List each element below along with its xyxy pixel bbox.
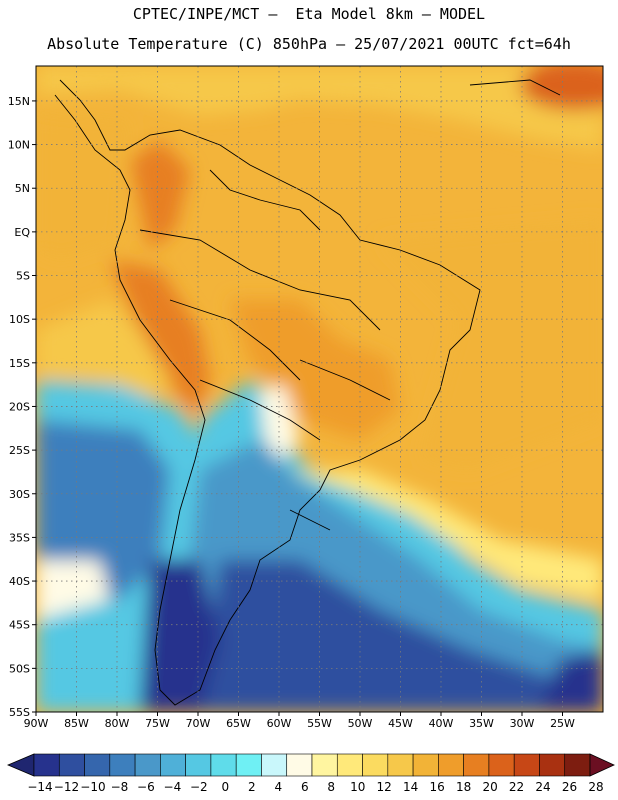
- colorbar-labels: −14 −12 −10 −8 −6 −4 −2 0 2 4 6 8 10 12 14 16 18 20 22 24 26…: [27, 780, 603, 794]
- colorbar-label: 18: [456, 780, 471, 794]
- lon-label: 40W: [429, 717, 454, 730]
- lon-label: 80W: [105, 717, 130, 730]
- lat-label: 5S: [16, 270, 30, 283]
- colorbar-under-arrow: [6, 753, 35, 777]
- temperature-field: [36, 66, 603, 712]
- colorbar-label: 10: [350, 780, 365, 794]
- lon-label: 35W: [469, 717, 494, 730]
- lat-label: 20S: [9, 400, 30, 413]
- colorbar-label: 2: [248, 780, 256, 794]
- lat-label: 15N: [8, 95, 30, 108]
- lat-label: 40S: [9, 575, 30, 588]
- colorbar-swatch: [160, 753, 186, 777]
- colorbar-label: 4: [274, 780, 282, 794]
- colorbar-swatch: [33, 753, 60, 777]
- colorbar-swatch: [362, 753, 389, 777]
- lat-label: 10N: [8, 139, 30, 152]
- longitude-labels: 90W 85W 80W 75W 70W 65W 60W 55W 50W 45W 40W 35W 30W 2…: [24, 717, 575, 730]
- colorbar-label: 6: [301, 780, 309, 794]
- colorbar-swatch: [463, 753, 490, 777]
- colorbar-swatch: [336, 753, 363, 777]
- colorbar-label: −14: [27, 780, 52, 794]
- lat-label: 30S: [9, 488, 30, 501]
- lon-label: 55W: [307, 717, 332, 730]
- colorbar-label: 16: [430, 780, 445, 794]
- colorbar-label: 14: [403, 780, 418, 794]
- colorbar-swatch: [412, 753, 439, 777]
- lat-label: 50S: [9, 662, 30, 675]
- lon-label: 30W: [510, 717, 535, 730]
- colorbar-label: 8: [327, 780, 335, 794]
- lat-label: 25S: [9, 444, 30, 457]
- colorbar-label: 28: [588, 780, 603, 794]
- map-title: CPTEC/INPE/MCT – Eta Model 8km – MODEL: [132, 5, 486, 23]
- colorbar-label: 20: [482, 780, 497, 794]
- lat-label: 5N: [15, 182, 30, 195]
- colorbar-label: −12: [54, 780, 79, 794]
- lon-label: 65W: [226, 717, 251, 730]
- colorbar-swatch: [513, 753, 540, 777]
- lon-label: 50W: [348, 717, 373, 730]
- lat-label: 10S: [9, 313, 30, 326]
- colorbar-label: 0: [222, 780, 230, 794]
- colorbar-swatch: [539, 753, 566, 777]
- coastlines: [54, 79, 561, 706]
- lon-label: 75W: [145, 717, 170, 730]
- map-subtitle: Absolute Temperature (C) 850hPa – 25/07/…: [47, 35, 571, 53]
- lat-label: 35S: [9, 531, 30, 544]
- lat-label: 15S: [9, 357, 30, 370]
- lon-label: 90W: [24, 717, 49, 730]
- colorbar-swatch: [261, 753, 288, 777]
- colorbar-swatch: [286, 753, 313, 777]
- colorbar-label: 12: [377, 780, 392, 794]
- colorbar-label: 22: [509, 780, 524, 794]
- latitude-labels: 15N 10N 5N EQ 5S 10S 15S 20S 25S 30S 35S 40S 45S 50S 5…: [8, 95, 31, 719]
- lat-label: EQ: [14, 226, 30, 239]
- colorbar-swatch: [488, 753, 515, 777]
- colorbar-swatch: [185, 753, 212, 777]
- colorbar-label: −4: [164, 780, 182, 794]
- axis-ticks: [32, 100, 563, 716]
- lon-label: 70W: [186, 717, 211, 730]
- colorbar-swatch: [438, 753, 464, 777]
- lon-label: 25W: [550, 717, 575, 730]
- colorbar-label: −6: [137, 780, 155, 794]
- colorbar-swatch: [134, 753, 161, 777]
- colorbar-swatch: [311, 753, 338, 777]
- lon-label: 85W: [64, 717, 89, 730]
- colorbar-swatch: [109, 753, 136, 777]
- colorbar-label: −10: [80, 780, 105, 794]
- colorbar: [6, 753, 615, 777]
- colorbar-label: −2: [190, 780, 208, 794]
- colorbar-over-arrow: [589, 753, 615, 777]
- colorbar-label: 24: [535, 780, 550, 794]
- colorbar-swatch: [564, 753, 591, 777]
- colorbar-swatch: [387, 753, 414, 777]
- colorbar-label: −8: [111, 780, 129, 794]
- colorbar-swatch: [235, 753, 262, 777]
- colorbar-swatch: [210, 753, 237, 777]
- colorbar-swatch: [58, 753, 85, 777]
- colorbar-label: 26: [562, 780, 577, 794]
- lat-label: 55S: [9, 706, 30, 719]
- colorbar-swatch: [84, 753, 111, 777]
- lon-label: 60W: [267, 717, 292, 730]
- lat-label: 45S: [9, 619, 30, 632]
- lon-label: 45W: [388, 717, 413, 730]
